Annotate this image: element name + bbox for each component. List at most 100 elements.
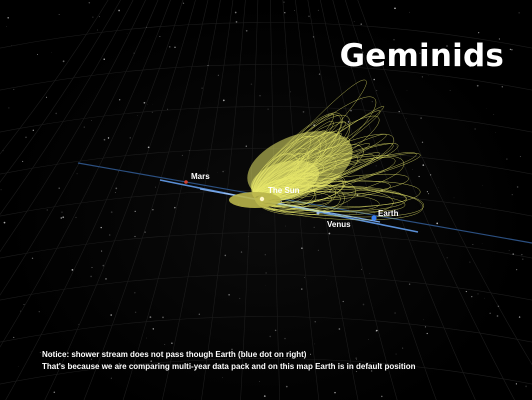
star bbox=[501, 86, 503, 88]
star bbox=[509, 48, 512, 51]
star bbox=[60, 217, 63, 219]
star bbox=[222, 99, 225, 102]
grid-line bbox=[307, 0, 398, 400]
star bbox=[304, 276, 305, 278]
star bbox=[224, 254, 227, 257]
star bbox=[46, 209, 48, 211]
star bbox=[370, 370, 373, 372]
star bbox=[351, 366, 353, 369]
star bbox=[426, 191, 428, 193]
star bbox=[421, 76, 424, 78]
star bbox=[235, 21, 238, 23]
sun-label: The Sun bbox=[268, 186, 300, 195]
star bbox=[146, 337, 147, 339]
star bbox=[359, 176, 361, 178]
star bbox=[471, 296, 473, 298]
star bbox=[395, 353, 397, 355]
star bbox=[182, 2, 185, 4]
grid-line bbox=[83, 0, 209, 400]
star bbox=[245, 29, 248, 32]
grid-line bbox=[295, 0, 359, 400]
star bbox=[472, 244, 474, 246]
star bbox=[476, 84, 479, 87]
star bbox=[31, 257, 34, 259]
star bbox=[480, 202, 481, 204]
star bbox=[32, 129, 34, 131]
star bbox=[134, 235, 136, 238]
star bbox=[224, 170, 226, 172]
star bbox=[317, 9, 319, 11]
star bbox=[489, 312, 491, 314]
mars-dot bbox=[184, 180, 188, 184]
star bbox=[155, 186, 156, 188]
star bbox=[126, 33, 128, 34]
geminids-stream bbox=[247, 80, 425, 221]
star bbox=[20, 310, 21, 312]
star bbox=[169, 46, 171, 48]
star bbox=[105, 278, 107, 280]
star bbox=[6, 25, 7, 27]
grid-line bbox=[0, 64, 532, 91]
star bbox=[424, 326, 426, 328]
star bbox=[83, 126, 85, 128]
star bbox=[361, 99, 363, 100]
star bbox=[259, 381, 260, 383]
star bbox=[408, 283, 411, 285]
star bbox=[134, 292, 136, 294]
grid-line bbox=[5, 0, 184, 400]
star bbox=[222, 170, 224, 173]
star bbox=[338, 328, 341, 330]
star bbox=[446, 257, 448, 259]
star bbox=[134, 210, 136, 213]
star bbox=[217, 74, 219, 76]
star bbox=[22, 160, 24, 162]
star bbox=[13, 88, 15, 90]
star bbox=[512, 253, 514, 255]
star bbox=[301, 247, 303, 249]
star bbox=[474, 128, 476, 130]
star bbox=[222, 377, 223, 379]
star bbox=[188, 150, 190, 151]
grid-line bbox=[0, 0, 109, 155]
star bbox=[508, 250, 510, 251]
star bbox=[216, 365, 219, 367]
grid-line bbox=[0, 148, 532, 175]
star bbox=[398, 110, 400, 113]
star bbox=[394, 7, 396, 10]
star bbox=[283, 1, 285, 3]
star bbox=[347, 121, 350, 123]
star bbox=[157, 357, 159, 359]
star bbox=[521, 254, 523, 256]
star bbox=[129, 137, 131, 139]
star bbox=[152, 208, 154, 211]
star bbox=[516, 186, 519, 188]
grid-line bbox=[0, 0, 146, 253]
star bbox=[284, 12, 286, 14]
star bbox=[518, 12, 520, 14]
earth-label: Earth bbox=[378, 209, 399, 218]
star bbox=[418, 175, 420, 178]
star bbox=[361, 268, 362, 270]
star bbox=[519, 156, 521, 158]
star bbox=[174, 206, 176, 209]
star bbox=[406, 89, 408, 91]
star bbox=[2, 150, 4, 152]
star bbox=[146, 26, 147, 28]
grid-line bbox=[0, 316, 532, 343]
star bbox=[162, 316, 164, 319]
star bbox=[436, 222, 439, 225]
star bbox=[360, 23, 362, 25]
star bbox=[90, 275, 92, 278]
star bbox=[137, 115, 138, 116]
star bbox=[265, 272, 267, 274]
grid-line bbox=[201, 0, 246, 400]
star bbox=[118, 362, 121, 365]
sun-dot bbox=[259, 196, 265, 202]
star bbox=[11, 45, 12, 47]
star bbox=[423, 319, 424, 321]
star bbox=[446, 45, 448, 47]
star bbox=[97, 29, 98, 31]
star bbox=[356, 358, 357, 360]
star bbox=[477, 293, 479, 295]
